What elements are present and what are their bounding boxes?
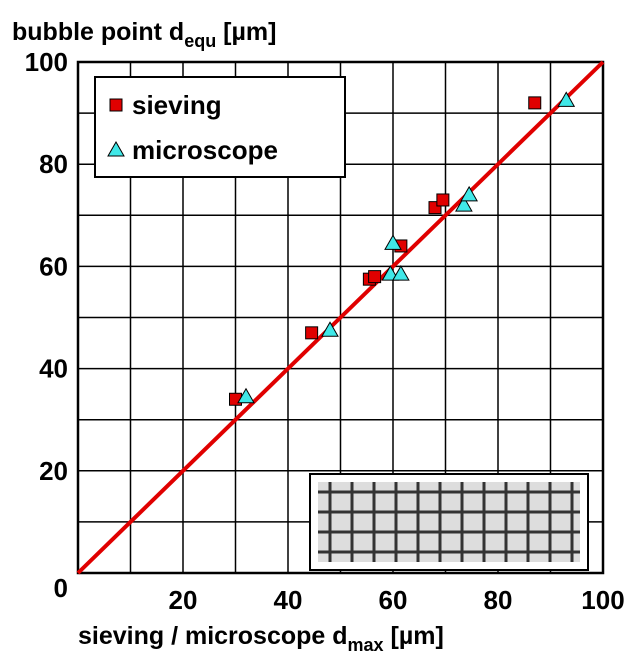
y-tick-label: 80 [39,149,68,179]
y-tick-label: 0 [54,573,68,603]
y-tick-label: 20 [39,456,68,486]
x-tick-label: 40 [274,585,303,615]
legend-marker [110,99,122,111]
x-label-unit: [µm] [384,622,444,650]
y-tick-label: 60 [39,251,68,281]
legend: sieving microscope [95,77,345,177]
x-label-text: sieving / microscope d [78,622,348,650]
x-axis-label: sieving / microscope dmax [µm] [78,622,444,655]
x-tick-label: 20 [169,585,198,615]
x-tick-label: 60 [379,585,408,615]
mesh-inset [310,474,588,570]
point [529,97,541,109]
point [437,194,449,206]
point [369,271,381,283]
x-tick-label: 100 [581,585,624,615]
legend-label: sieving [132,90,222,120]
y-label-sub: equ [184,31,216,51]
y-tick-label: 40 [39,354,68,384]
y-label-unit: [µm] [216,18,276,46]
y-tick-label: 100 [25,47,68,77]
x-tick-label: 80 [484,585,513,615]
point [306,327,318,339]
point [393,266,409,280]
y-label-text: bubble point d [12,18,184,46]
x-label-sub: max [348,635,384,655]
legend-label: microscope [132,135,278,165]
chart: bubble point dequ [µm] sieving / microsc… [0,0,635,655]
